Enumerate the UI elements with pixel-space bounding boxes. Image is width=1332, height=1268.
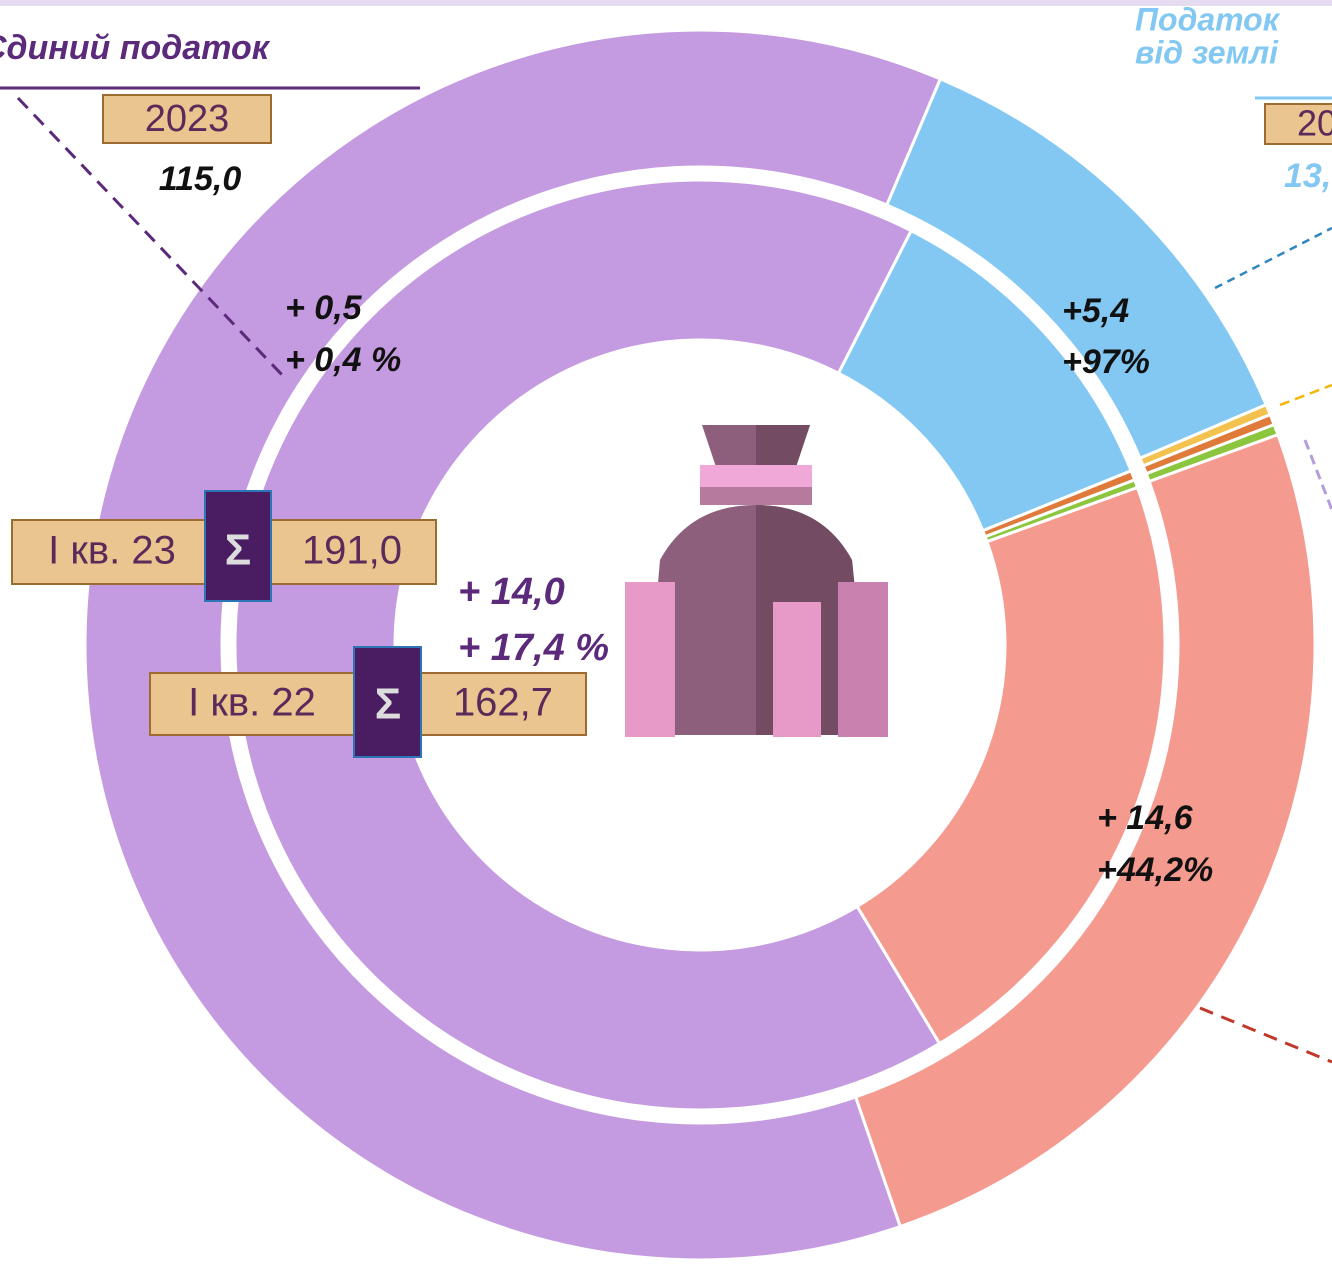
rings: [83, 28, 1317, 1262]
leader-line: [1303, 439, 1332, 511]
leader-line: [1279, 383, 1332, 407]
single-tax-title: Єдиний податок: [0, 29, 271, 67]
ring-segment: [233, 178, 942, 1112]
change-abs: + 14,6: [1097, 799, 1194, 837]
total-value: 162,7: [453, 681, 553, 725]
change-abs: + 14,0: [458, 571, 565, 613]
leader-line: [1214, 226, 1332, 290]
sigma-box: [353, 646, 422, 758]
year-label: 2023: [1297, 103, 1332, 144]
change-pct: +44,2%: [1097, 851, 1213, 889]
year-label: 2023: [145, 98, 230, 140]
top-strip: [0, 0, 1332, 6]
sigma: Σ: [225, 526, 251, 575]
period-box: [149, 672, 356, 736]
leader-line: [16, 96, 287, 380]
period-label: І кв. 23: [48, 529, 176, 573]
value-label: 115,0: [159, 160, 242, 198]
leader-line: [1199, 1006, 1332, 1064]
ring-segment: [853, 432, 1317, 1229]
change-abs: +5,4: [1062, 292, 1129, 330]
value-box: [419, 672, 587, 736]
period-box: [11, 519, 213, 585]
value-label: 13,: [1284, 157, 1331, 195]
total-value: 191,0: [302, 529, 402, 573]
ring-segment: [83, 28, 943, 1262]
land-tax-title: від землі: [1135, 34, 1279, 70]
period-label: І кв. 22: [188, 681, 316, 725]
sigma-box: [204, 490, 272, 602]
change-pct: + 0,4 %: [285, 341, 401, 379]
change-abs: + 0,5: [285, 289, 363, 327]
ring-segment: [855, 485, 1167, 1046]
change-pct: + 17,4 %: [458, 627, 609, 669]
money-bag-icon: [625, 425, 888, 737]
land-tax-title: Податок: [1135, 1, 1281, 37]
year-box: [1264, 103, 1332, 145]
sigma: Σ: [375, 680, 401, 729]
year-box: [102, 94, 272, 144]
change-pct: +97%: [1062, 343, 1150, 381]
